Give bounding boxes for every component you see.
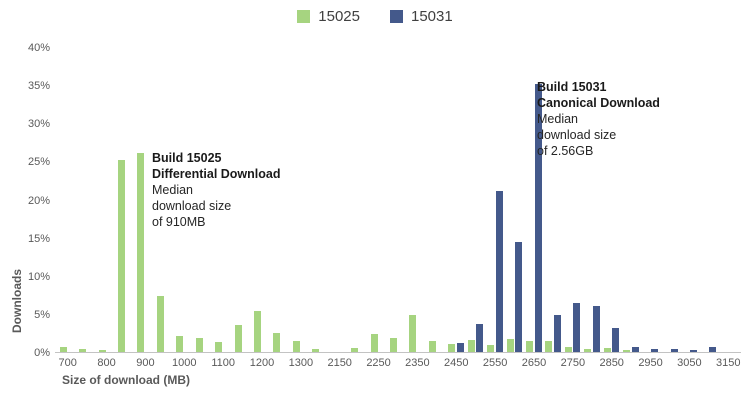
annotation-text: download size	[152, 199, 232, 213]
annotation-title: Build 15031	[537, 80, 607, 94]
bar-15031-3050	[689, 349, 697, 352]
bar-15025-800	[98, 350, 106, 352]
bar-15025-2700	[545, 341, 553, 352]
y-tick-label-40: 40%	[27, 42, 50, 54]
bar-15025-2850	[603, 348, 611, 352]
annotation-title: Build 15025	[152, 151, 222, 165]
x-tick-label-1000: 1000	[172, 357, 197, 369]
legend-label-15031: 15031	[411, 8, 453, 25]
x-tick-label-2650: 2650	[521, 357, 547, 369]
bar-15025-950	[156, 296, 164, 352]
annotation-subtitle: Differential Download	[152, 167, 281, 181]
bar-15031-2900	[631, 347, 639, 352]
y-tick-label-5: 5%	[34, 308, 50, 321]
x-tick-label-1300: 1300	[288, 357, 314, 369]
legend-swatch-15025	[297, 10, 311, 23]
x-tick-label-900: 900	[136, 357, 155, 369]
bar-15025-1100	[215, 342, 223, 352]
legend-swatch-15031	[390, 10, 403, 23]
y-tick-label-30: 30%	[27, 118, 50, 131]
bar-15025-2350	[409, 314, 417, 352]
bar-15025-850	[118, 159, 125, 352]
legend: 15025 15031	[0, 8, 750, 25]
y-tick-label-35: 35%	[27, 80, 50, 93]
y-tick-label-25: 25%	[27, 156, 50, 169]
bar-15025-2800	[584, 348, 592, 352]
bar-15025-2750	[564, 346, 572, 352]
x-axis-line	[55, 352, 741, 353]
bar-15025-2900	[623, 350, 631, 352]
bar-15025-2200	[351, 348, 359, 352]
x-tick-label-2150: 2150	[327, 357, 352, 369]
bar-15025-2450	[448, 343, 456, 352]
bar-15025-2650	[526, 341, 533, 352]
x-tick-label-2450: 2450	[444, 357, 469, 369]
x-tick-label-2750: 2750	[560, 357, 586, 369]
x-tick-label-2850: 2850	[599, 357, 624, 369]
bar-15031-2450	[456, 342, 464, 352]
bar-15031-2650	[534, 83, 542, 352]
y-tick-label-0: 0%	[34, 347, 50, 359]
annotation-subtitle: Canonical Download	[537, 96, 660, 110]
bar-15025-1300	[292, 340, 300, 352]
y-axis-tick-labels: 0% 5% 10% 15% 20% 25% 30% 35% 40%	[0, 42, 50, 359]
bar-15031-2600	[515, 242, 523, 352]
y-tick-label-15: 15%	[27, 232, 50, 245]
x-tick-label-3050: 3050	[677, 357, 702, 369]
bar-15025-1000	[176, 336, 184, 352]
annotation-text: Median	[152, 183, 193, 197]
bar-15025-2300	[390, 338, 397, 352]
y-tick-label-20: 20%	[27, 194, 50, 207]
bar-15031-2950	[651, 348, 659, 352]
bar-15031-2500	[476, 323, 484, 352]
annotation-text: Median	[537, 112, 578, 126]
annotation-build-15031: Build 15031 Canonical Download Median do…	[537, 79, 660, 159]
annotation-text: of 2.56GB	[537, 144, 594, 158]
bar-15025-2500	[467, 339, 475, 352]
bar-15025-2600	[506, 339, 514, 352]
bar-15025-1050	[195, 337, 203, 352]
x-tick-label-2950: 2950	[638, 357, 663, 369]
annotation-text: of 910MB	[152, 215, 206, 229]
x-tick-label-2350: 2350	[405, 357, 430, 369]
x-tick-label-3150: 3150	[716, 357, 741, 369]
bar-15031-2550	[495, 191, 503, 352]
bar-15025-750	[79, 348, 87, 352]
bar-15025-700	[59, 347, 67, 352]
bar-15025-2400	[428, 340, 436, 352]
legend-label-15025: 15025	[318, 8, 360, 25]
bar-15025-1200	[254, 310, 261, 352]
plot-area: 700 800 900 1000 1100 1200 1300 2150 2250 2350 245…	[55, 47, 741, 369]
legend-item-15031: 15031	[390, 8, 453, 25]
x-tick-label-1100: 1100	[211, 357, 235, 369]
y-tick-label-10: 10%	[27, 270, 50, 283]
bar-15031-2800	[592, 306, 600, 352]
x-axis-title: Size of download (MB)	[62, 373, 190, 387]
x-tick-label-800: 800	[97, 357, 116, 369]
legend-item-15025: 15025	[297, 8, 360, 25]
x-tick-label-2550: 2550	[482, 357, 508, 369]
x-tick-label-700: 700	[58, 357, 77, 369]
bar-15025-1350	[312, 348, 320, 352]
bar-15031-2850	[612, 328, 620, 352]
bar-15031-3100	[709, 346, 717, 352]
y-axis-title: Downloads	[10, 268, 24, 333]
bar-15025-900	[137, 153, 145, 352]
bar-15031-3000	[670, 348, 678, 352]
bar-15031-2700	[553, 314, 561, 352]
bar-15025-1150	[234, 324, 242, 352]
bar-15025-2250	[370, 333, 378, 352]
annotation-text: download size	[537, 128, 617, 142]
x-tick-label-1200: 1200	[249, 357, 275, 369]
bar-15025-2550	[487, 345, 495, 352]
bar-15025-1250	[273, 332, 281, 352]
x-tick-label-2250: 2250	[366, 357, 391, 369]
annotation-build-15025: Build 15025 Differential Download Median…	[152, 150, 280, 230]
bar-15031-2750	[573, 303, 581, 352]
